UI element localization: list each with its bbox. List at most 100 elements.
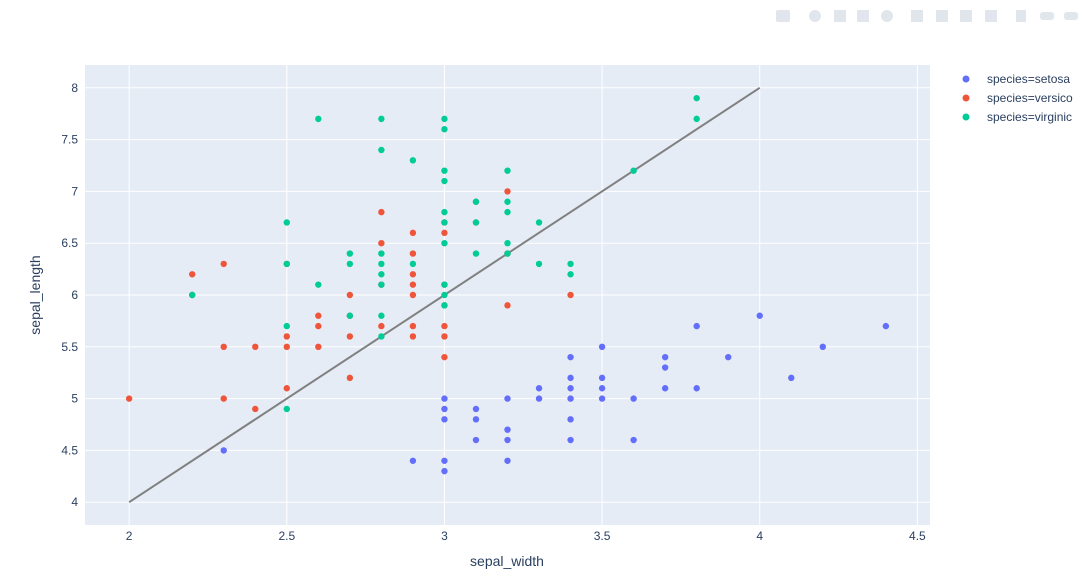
data-point bbox=[598, 374, 606, 382]
data-point bbox=[567, 271, 574, 278]
data-point bbox=[630, 167, 637, 174]
data-point bbox=[441, 416, 448, 423]
data-point bbox=[189, 291, 196, 299]
camera-icon[interactable] bbox=[776, 10, 790, 22]
pan-icon[interactable] bbox=[834, 10, 846, 22]
data-point bbox=[283, 219, 290, 226]
data-point bbox=[315, 115, 322, 123]
hover-icon[interactable] bbox=[1040, 12, 1054, 20]
y-axis-ticks: 4 4.5 5 5.5 6 6.5 7 7.5 8 bbox=[61, 81, 78, 509]
data-point bbox=[504, 198, 511, 205]
data-point bbox=[472, 436, 480, 444]
modebar[interactable] bbox=[776, 10, 1078, 22]
data-point bbox=[441, 395, 448, 402]
data-point bbox=[441, 239, 448, 247]
data-point bbox=[315, 343, 322, 351]
y-tick-label: 5.5 bbox=[61, 340, 78, 354]
data-point bbox=[504, 426, 511, 433]
data-point bbox=[378, 271, 385, 278]
data-point bbox=[346, 250, 354, 257]
data-point bbox=[567, 374, 574, 382]
data-point bbox=[472, 219, 480, 226]
data-point bbox=[504, 250, 511, 257]
data-point bbox=[409, 260, 417, 268]
data-point bbox=[472, 405, 480, 413]
data-point bbox=[441, 467, 448, 475]
x-tick-label: 3 bbox=[441, 529, 448, 543]
data-point bbox=[504, 167, 511, 174]
data-point bbox=[378, 260, 385, 268]
series-2 bbox=[189, 94, 700, 413]
data-point bbox=[346, 374, 354, 382]
data-point bbox=[535, 385, 543, 392]
x-tick-label: 4 bbox=[756, 529, 763, 543]
data-point bbox=[472, 416, 480, 423]
box-select-icon[interactable] bbox=[857, 10, 869, 22]
data-point bbox=[504, 436, 511, 444]
data-point bbox=[441, 353, 448, 361]
legend-label: species=virginic bbox=[987, 110, 1072, 124]
data-point bbox=[441, 291, 448, 299]
data-point bbox=[283, 333, 290, 340]
legend-item[interactable]: species=versico bbox=[962, 91, 1074, 105]
data-point bbox=[378, 312, 385, 319]
data-point bbox=[283, 322, 290, 330]
legend-item[interactable]: species=virginic bbox=[962, 110, 1073, 124]
y-tick-label: 6.5 bbox=[61, 236, 78, 250]
data-points bbox=[125, 94, 890, 475]
data-point bbox=[441, 219, 448, 226]
data-point bbox=[598, 395, 606, 402]
data-point bbox=[283, 260, 290, 268]
zoom-in-icon[interactable] bbox=[911, 10, 923, 22]
data-point bbox=[409, 281, 417, 288]
data-point bbox=[315, 322, 322, 330]
compare-icon[interactable] bbox=[1064, 12, 1078, 20]
data-point bbox=[283, 405, 290, 413]
y-tick-label: 7 bbox=[71, 184, 78, 198]
data-point bbox=[409, 333, 417, 340]
x-axis-ticks: 2 2.5 3 3.5 4 4.5 bbox=[126, 529, 926, 543]
legend[interactable]: species=setosa species=versico species=vir… bbox=[962, 72, 1074, 124]
data-point bbox=[378, 322, 385, 330]
data-point bbox=[283, 343, 290, 351]
spike-lines-icon[interactable] bbox=[1016, 10, 1026, 22]
data-point bbox=[725, 353, 732, 361]
data-point bbox=[409, 229, 417, 237]
data-point bbox=[378, 281, 385, 288]
data-point bbox=[535, 219, 543, 226]
legend-label: species=setosa bbox=[987, 72, 1070, 86]
reset-axes-icon[interactable] bbox=[985, 10, 997, 22]
y-tick-label: 6 bbox=[71, 288, 78, 302]
data-point bbox=[756, 312, 763, 319]
data-point bbox=[378, 333, 385, 340]
data-point bbox=[504, 208, 511, 216]
data-point bbox=[567, 353, 574, 361]
lasso-select-icon[interactable] bbox=[881, 10, 893, 22]
zoom-out-icon[interactable] bbox=[936, 10, 948, 22]
data-point bbox=[441, 167, 448, 174]
autoscale-icon[interactable] bbox=[960, 10, 972, 22]
data-point bbox=[567, 291, 574, 299]
data-point bbox=[283, 385, 290, 392]
data-point bbox=[189, 271, 196, 278]
data-point bbox=[441, 322, 448, 330]
data-point bbox=[441, 281, 448, 288]
data-point bbox=[661, 385, 669, 392]
data-point bbox=[441, 457, 448, 464]
zoom-icon[interactable] bbox=[809, 10, 821, 22]
data-point bbox=[252, 405, 259, 413]
y-tick-label: 4 bbox=[71, 495, 78, 509]
data-point bbox=[630, 395, 637, 402]
data-point bbox=[472, 250, 480, 257]
y-axis-title: sepal_length bbox=[27, 255, 43, 334]
x-tick-label: 3.5 bbox=[594, 529, 611, 543]
data-point bbox=[346, 333, 354, 340]
x-tick-label: 2.5 bbox=[278, 529, 295, 543]
data-point bbox=[409, 271, 417, 278]
data-point bbox=[441, 229, 448, 237]
data-point bbox=[504, 457, 511, 464]
data-point bbox=[441, 115, 448, 123]
data-point bbox=[441, 126, 448, 133]
legend-item[interactable]: species=setosa bbox=[962, 72, 1071, 86]
data-point bbox=[346, 312, 354, 319]
